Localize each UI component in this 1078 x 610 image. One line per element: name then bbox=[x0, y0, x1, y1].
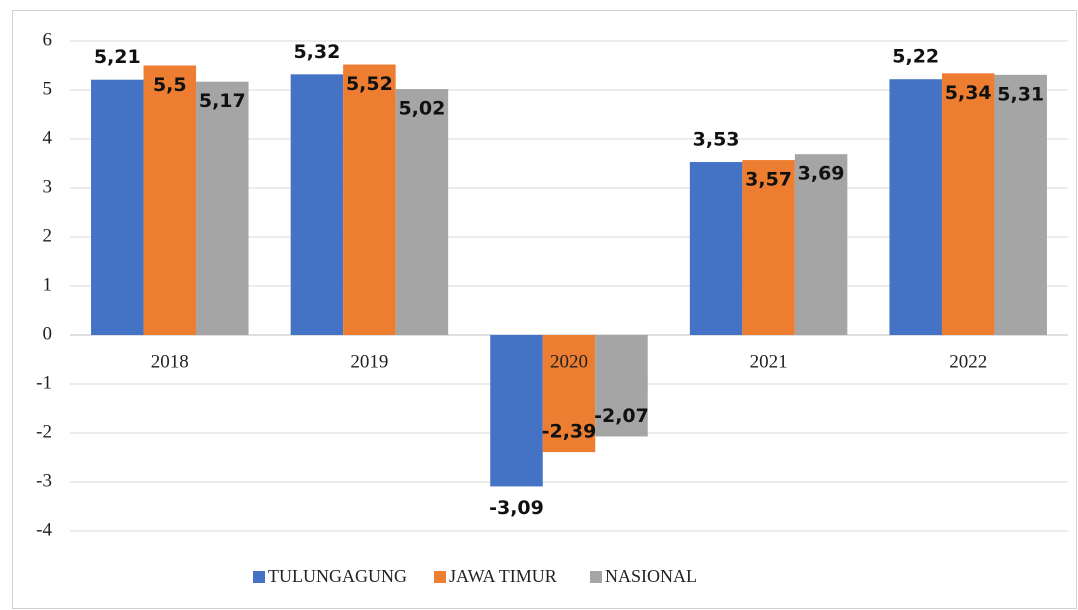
bar bbox=[490, 335, 543, 487]
bar bbox=[994, 74, 1047, 335]
value-label: 5,32 bbox=[293, 41, 340, 63]
legend-label: JAWA TIMUR bbox=[449, 566, 557, 586]
bar bbox=[542, 335, 596, 453]
bar bbox=[794, 154, 848, 335]
value-label: 5,52 bbox=[346, 73, 393, 95]
y-tick-label: 4 bbox=[43, 127, 53, 148]
bar bbox=[91, 79, 144, 336]
legend-label: NASIONAL bbox=[605, 566, 697, 586]
legend-swatch bbox=[434, 571, 446, 583]
bar bbox=[143, 65, 197, 335]
x-tick-label: 2022 bbox=[949, 351, 987, 372]
value-label: 5,31 bbox=[997, 83, 1044, 105]
y-tick-label: -4 bbox=[36, 519, 52, 540]
x-tick-label: 2018 bbox=[151, 351, 189, 372]
x-tick-label: 2020 bbox=[550, 351, 588, 372]
y-tick-label: 5 bbox=[43, 78, 53, 99]
value-label: 3,57 bbox=[745, 169, 792, 191]
y-tick-label: 2 bbox=[43, 225, 53, 246]
bar bbox=[290, 74, 344, 335]
bar bbox=[595, 335, 648, 437]
value-label: 5,34 bbox=[945, 82, 992, 104]
y-tick-label: 6 bbox=[43, 29, 53, 50]
y-tick-label: 1 bbox=[43, 274, 53, 295]
bar bbox=[742, 160, 795, 335]
legend-swatch bbox=[590, 571, 602, 583]
bar bbox=[343, 64, 396, 336]
y-tick-label: -3 bbox=[36, 470, 52, 491]
legend-label: TULUNGAGUNG bbox=[268, 566, 407, 586]
value-label: -2,39 bbox=[542, 421, 597, 443]
x-tick-label: 2021 bbox=[750, 351, 788, 372]
value-label: 3,69 bbox=[798, 163, 845, 185]
x-tick-label: 2019 bbox=[350, 351, 388, 372]
value-label: 5,17 bbox=[199, 90, 246, 112]
bar bbox=[689, 162, 743, 335]
bar bbox=[196, 81, 249, 335]
value-label: 5,02 bbox=[398, 98, 445, 120]
value-label: -3,09 bbox=[489, 497, 544, 519]
y-tick-label: -1 bbox=[36, 372, 52, 393]
bar bbox=[889, 79, 942, 335]
y-tick-label: 3 bbox=[43, 176, 53, 197]
legend-swatch bbox=[253, 571, 265, 583]
y-tick-label: -2 bbox=[36, 421, 52, 442]
value-label: 5,21 bbox=[94, 46, 141, 68]
value-label: 5,5 bbox=[153, 74, 187, 96]
bar bbox=[395, 89, 449, 336]
value-label: -2,07 bbox=[594, 405, 649, 427]
bar bbox=[941, 73, 995, 335]
y-tick-label: 0 bbox=[43, 323, 53, 344]
value-label: 3,53 bbox=[693, 129, 740, 151]
value-label: 5,22 bbox=[892, 46, 939, 68]
